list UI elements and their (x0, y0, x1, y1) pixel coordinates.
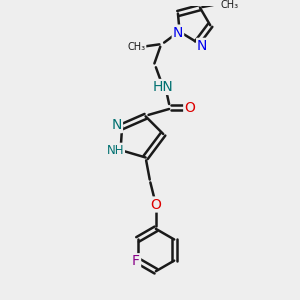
Text: N: N (173, 26, 183, 40)
Text: F: F (132, 254, 140, 268)
Text: N: N (112, 118, 122, 132)
Text: CH₃: CH₃ (128, 42, 146, 52)
Text: NH: NH (106, 144, 124, 157)
Text: CH₃: CH₃ (220, 0, 238, 10)
Text: HN: HN (153, 80, 174, 94)
Text: O: O (184, 100, 195, 115)
Text: N: N (197, 39, 208, 53)
Text: O: O (150, 197, 161, 212)
